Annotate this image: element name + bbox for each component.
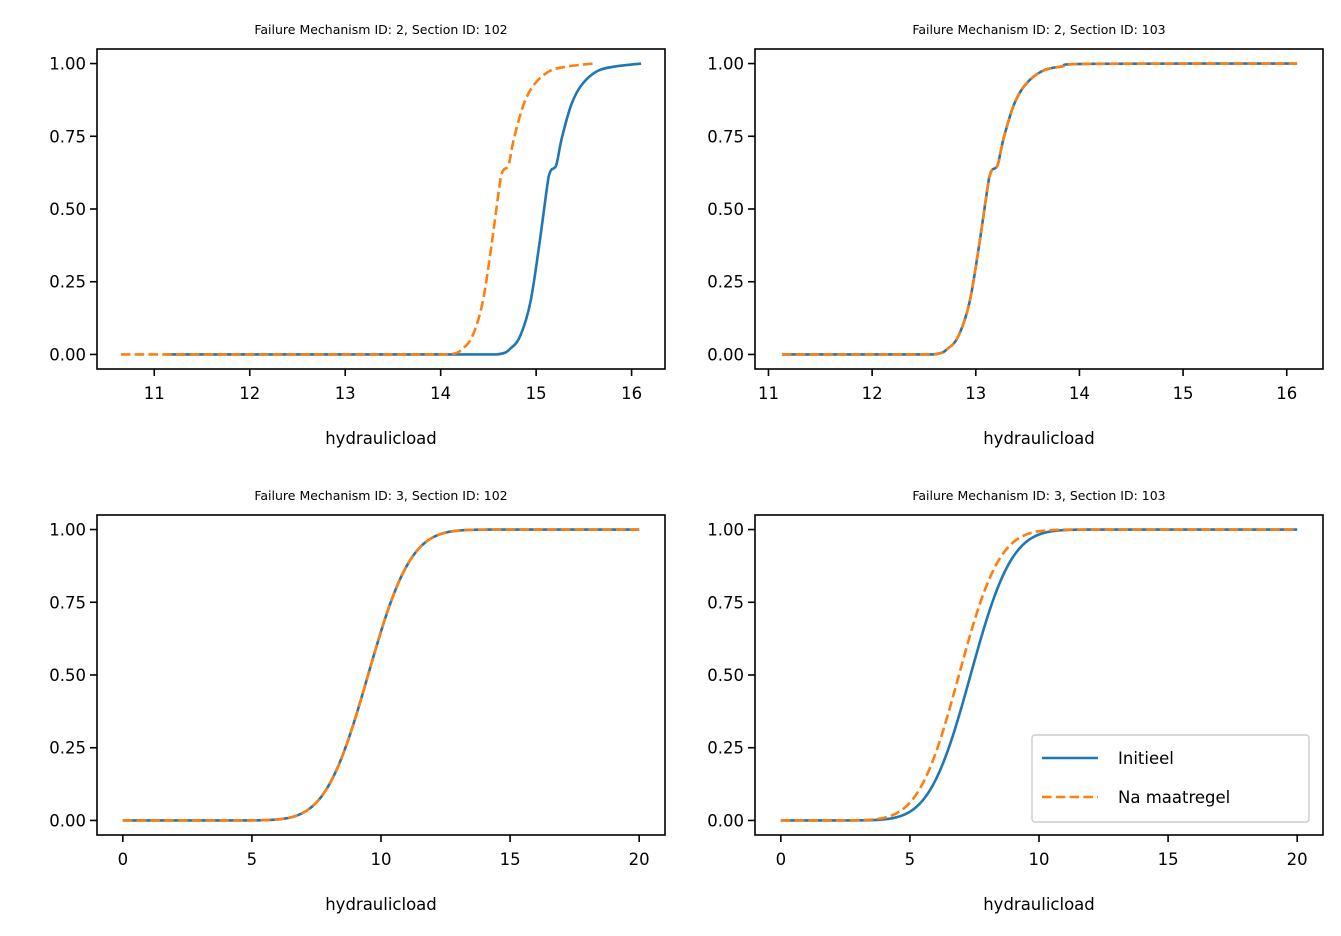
- subplot-3: Failure Mechanism ID: 3, Section ID: 102…: [49, 488, 666, 914]
- y-tick-label: 0.75: [707, 593, 744, 612]
- series-group: [781, 62, 1298, 356]
- y-tick-label: 1.00: [707, 521, 744, 540]
- subplot-4: Failure Mechanism ID: 3, Section ID: 103…: [707, 488, 1324, 914]
- series-line-initieel: [781, 62, 1298, 356]
- x-tick-label: 10: [1029, 850, 1050, 869]
- axes-frame: [96, 48, 666, 370]
- axes-frame: [96, 514, 666, 836]
- y-tick-label: 0.50: [49, 666, 86, 685]
- subplot-title: Failure Mechanism ID: 3, Section ID: 102: [254, 488, 507, 503]
- y-tick-label: 0.25: [707, 273, 744, 292]
- x-tick-label: 20: [629, 850, 650, 869]
- x-tick-label: 20: [1287, 850, 1308, 869]
- legend-label: Initieel: [1118, 749, 1174, 768]
- x-tick-label: 13: [965, 384, 986, 403]
- x-tick-label: 15: [1158, 850, 1179, 869]
- x-axis-label: hydraulicload: [983, 429, 1095, 448]
- series-group: [122, 528, 640, 822]
- x-tick-label: 0: [118, 850, 129, 869]
- x-tick-label: 14: [430, 384, 451, 403]
- y-tick-label: 0.50: [707, 200, 744, 219]
- y-tick-label: 0.00: [49, 345, 86, 364]
- legend-box: [1031, 734, 1310, 823]
- series-group: [780, 528, 1298, 822]
- legend-label: Na maatregel: [1118, 788, 1230, 807]
- x-tick-label: 11: [758, 384, 779, 403]
- series-line-initieel: [122, 528, 640, 822]
- legend: Initieel Na maatregel: [1031, 734, 1310, 823]
- x-tick-label: 12: [862, 384, 883, 403]
- y-tick-label: 0.00: [707, 345, 744, 364]
- y-tick-label: 0.50: [707, 666, 744, 685]
- x-tick-label: 10: [371, 850, 392, 869]
- y-tick-label: 0.75: [707, 127, 744, 146]
- x-tick-label: 15: [500, 850, 521, 869]
- series-line-na-maatregel: [781, 62, 1298, 356]
- y-tick-label: 0.75: [49, 127, 86, 146]
- x-axis-label: hydraulicload: [983, 895, 1095, 914]
- series-line-initieel: [166, 62, 642, 356]
- y-tick-label: 0.25: [49, 739, 86, 758]
- series-line-na-maatregel: [120, 62, 594, 356]
- x-tick-label: 16: [621, 384, 642, 403]
- x-tick-label: 12: [239, 384, 260, 403]
- subplot-2: Failure Mechanism ID: 2, Section ID: 103…: [707, 22, 1324, 448]
- subplot-1: Failure Mechanism ID: 2, Section ID: 102…: [49, 22, 666, 448]
- y-tick-label: 0.25: [707, 739, 744, 758]
- y-tick-label: 1.00: [49, 55, 86, 74]
- y-tick-label: 1.00: [49, 521, 86, 540]
- y-tick-label: 1.00: [707, 55, 744, 74]
- subplot-title: Failure Mechanism ID: 2, Section ID: 102: [254, 22, 507, 37]
- x-tick-label: 15: [1173, 384, 1194, 403]
- y-tick-label: 0.25: [49, 273, 86, 292]
- x-tick-label: 5: [247, 850, 258, 869]
- y-tick-label: 0.50: [49, 200, 86, 219]
- x-axis-label: hydraulicload: [325, 429, 437, 448]
- x-tick-label: 16: [1276, 384, 1297, 403]
- x-tick-label: 0: [776, 850, 787, 869]
- x-tick-label: 15: [526, 384, 547, 403]
- x-tick-label: 5: [905, 850, 916, 869]
- series-group: [120, 62, 642, 356]
- x-axis-label: hydraulicload: [325, 895, 437, 914]
- series-line-na-maatregel: [122, 528, 640, 822]
- axes-frame: [754, 48, 1324, 370]
- y-tick-label: 0.00: [707, 811, 744, 830]
- subplot-title: Failure Mechanism ID: 2, Section ID: 103: [912, 22, 1165, 37]
- subplot-title: Failure Mechanism ID: 3, Section ID: 103: [912, 488, 1165, 503]
- series-line-na-maatregel: [780, 528, 1298, 822]
- x-tick-label: 14: [1069, 384, 1090, 403]
- y-tick-label: 0.00: [49, 811, 86, 830]
- x-tick-label: 13: [335, 384, 356, 403]
- y-tick-label: 0.75: [49, 593, 86, 612]
- x-tick-label: 11: [144, 384, 165, 403]
